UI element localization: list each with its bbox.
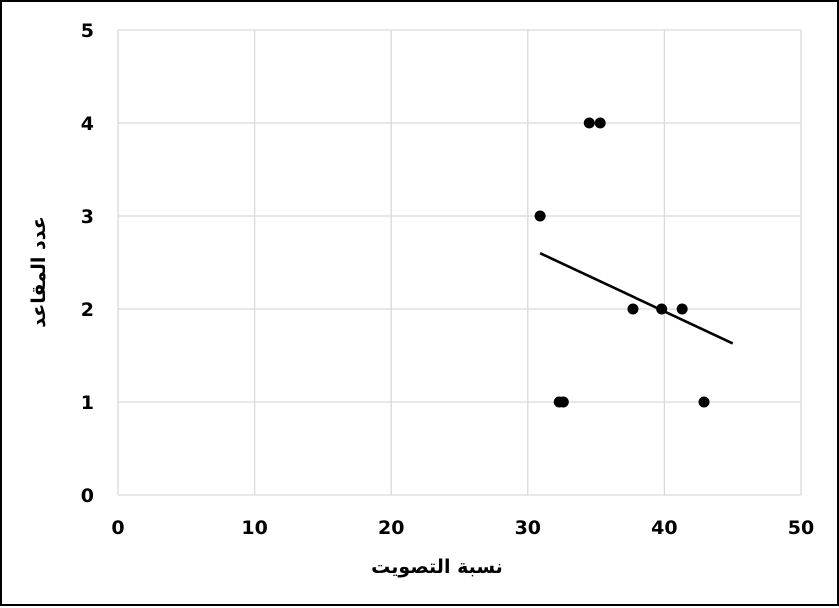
data-point <box>627 303 639 315</box>
y-tick-labels: 0 1 2 3 4 5 <box>81 20 94 507</box>
x-tick-label: 50 <box>788 517 814 539</box>
data-point <box>656 303 668 315</box>
y-tick-label: 3 <box>81 206 94 228</box>
trendline <box>539 252 734 345</box>
data-point <box>534 210 546 222</box>
y-tick-label: 5 <box>81 20 94 42</box>
data-point <box>594 117 606 129</box>
x-tick-label: 40 <box>651 517 677 539</box>
data-point <box>676 303 688 315</box>
x-tick-labels: 0 10 20 30 40 50 <box>111 517 814 539</box>
grid <box>117 29 802 496</box>
y-tick-label: 4 <box>81 113 94 135</box>
data-points <box>534 117 710 408</box>
y-tick-label: 2 <box>81 299 94 321</box>
x-tick-label: 0 <box>111 517 124 539</box>
trendline-group <box>539 252 734 345</box>
data-point <box>698 396 710 408</box>
data-point <box>583 117 595 129</box>
x-tick-label: 30 <box>515 517 541 539</box>
x-axis-title: نسبة التصويت <box>371 556 503 578</box>
y-tick-label: 1 <box>81 392 94 414</box>
x-tick-label: 20 <box>378 517 404 539</box>
y-axis-title: عدد المقاعد <box>28 216 50 327</box>
y-tick-label: 0 <box>81 485 94 507</box>
x-tick-label: 10 <box>241 517 267 539</box>
data-point <box>557 396 569 408</box>
